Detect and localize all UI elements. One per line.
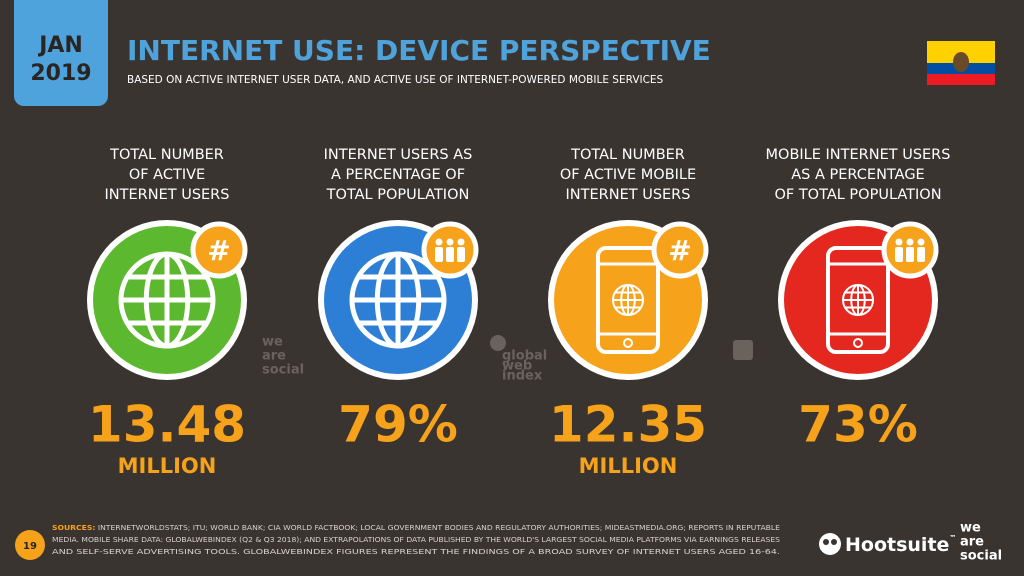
- person-head: [917, 238, 925, 246]
- person-head: [457, 238, 465, 246]
- stat-column: TOTAL NUMBER OF ACTIVE INTERNET USERS #13.4…: [87, 147, 248, 478]
- partner-logo: are: [960, 535, 984, 550]
- badge: [190, 221, 248, 279]
- person-body: [457, 247, 465, 262]
- stat-label: TOTAL POPULATION: [326, 187, 470, 203]
- person-body: [895, 247, 903, 262]
- brand-mark: ™: [949, 534, 956, 542]
- title: INTERNET USE: DEVICE PERSPECTIVE: [127, 34, 711, 67]
- stat-unit: MILLION: [579, 454, 678, 478]
- brand-name: Hootsuite: [845, 534, 949, 556]
- phone-button: [853, 338, 863, 348]
- stat-label: TOTAL NUMBER: [109, 147, 224, 163]
- badge-symbol: #: [207, 234, 230, 267]
- sources-line: AND SELF-SERVE ADVERTISING TOOLS. GLOBAL…: [52, 548, 780, 556]
- stat-value: 13.48: [88, 396, 246, 454]
- stat-unit: MILLION: [118, 454, 217, 478]
- watermark: global: [502, 349, 547, 364]
- subtitle: BASED ON ACTIVE INTERNET USER DATA, AND …: [127, 74, 664, 86]
- phone-button: [623, 338, 633, 348]
- person-head: [435, 238, 443, 246]
- watermark: social: [262, 363, 304, 378]
- date-year: 2019: [30, 61, 91, 86]
- watermark: are: [262, 349, 286, 364]
- stat-value: 12.35: [549, 396, 707, 454]
- stat-column: MOBILE INTERNET USERS AS A PERCENTAGE OF T…: [766, 147, 951, 454]
- partner-logo: social: [960, 549, 1002, 564]
- stat-label: OF ACTIVE MOBILE: [560, 167, 696, 183]
- sources-line: MEDIA. MOBILE SHARE DATA: GLOBALWEBINDEX…: [52, 536, 780, 544]
- flag: [927, 41, 995, 85]
- phone: [826, 246, 890, 354]
- sources-text: INTERNETWORLDSTATS; ITU; WORLD BANK; CIA…: [98, 524, 780, 532]
- brand: Hootsuite™: [845, 534, 956, 556]
- person-body: [917, 247, 925, 262]
- stat-label: OF ACTIVE: [129, 167, 205, 183]
- date-month: JAN: [37, 33, 83, 58]
- watermark-icon: [490, 335, 506, 351]
- sources-line: SOURCES: INTERNETWORLDSTATS; ITU; WORLD …: [52, 524, 780, 532]
- date-box: [14, 0, 108, 106]
- watermark-icon: [733, 340, 753, 360]
- watermark: we: [262, 335, 283, 350]
- stat-value: 79%: [338, 396, 458, 454]
- hootsuite-logo: [819, 533, 841, 555]
- stat-column: TOTAL NUMBER OF ACTIVE MOBILE INTERNET USE…: [548, 147, 709, 478]
- stat-label: A PERCENTAGE OF: [331, 167, 465, 183]
- person-head: [906, 238, 914, 246]
- person-head: [446, 238, 454, 246]
- stat-label: MOBILE INTERNET USERS: [766, 147, 951, 163]
- badge: [651, 221, 709, 279]
- stat-label: INTERNET USERS: [105, 187, 230, 203]
- page-badge: [15, 530, 45, 560]
- page-number: 19: [23, 541, 37, 552]
- sources-label: SOURCES:: [52, 524, 95, 532]
- stat-label: OF TOTAL POPULATION: [774, 187, 941, 203]
- watermark: web: [502, 359, 532, 374]
- person-head: [895, 238, 903, 246]
- person-body: [435, 247, 443, 262]
- stat-label: AS A PERCENTAGE: [791, 167, 924, 183]
- watermark: index: [502, 369, 543, 384]
- badge-symbol: #: [668, 234, 691, 267]
- stat-column: INTERNET USERS AS A PERCENTAGE OF TOTAL PO…: [318, 147, 479, 454]
- stat-value: 73%: [798, 396, 918, 454]
- phone: [596, 246, 660, 354]
- partner-logo: we: [960, 521, 981, 536]
- stat-label: INTERNET USERS AS: [324, 147, 473, 163]
- stat-label: INTERNET USERS: [566, 187, 691, 203]
- stat-label: TOTAL NUMBER: [570, 147, 685, 163]
- person-body: [906, 247, 914, 262]
- person-body: [446, 247, 454, 262]
